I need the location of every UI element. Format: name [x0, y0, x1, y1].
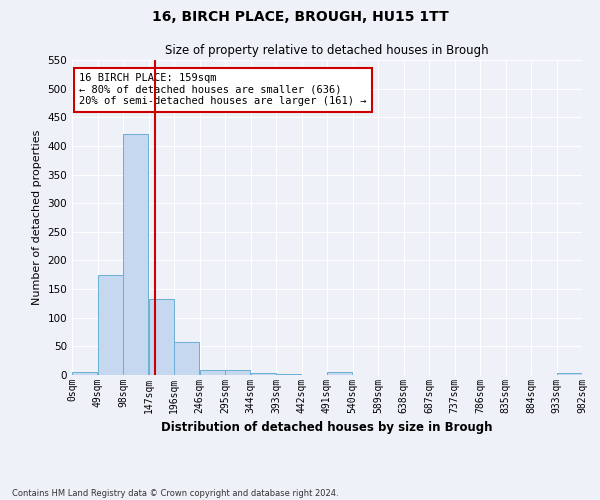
Bar [149, 299, 174, 375]
Y-axis label: Number of detached properties: Number of detached properties [32, 130, 42, 305]
Title: Size of property relative to detached houses in Brough: Size of property relative to detached ho… [165, 44, 489, 58]
X-axis label: Distribution of detached houses by size in Brough: Distribution of detached houses by size … [161, 422, 493, 434]
Text: 16, BIRCH PLACE, BROUGH, HU15 1TT: 16, BIRCH PLACE, BROUGH, HU15 1TT [152, 10, 448, 24]
Bar [225, 370, 250, 375]
Bar [251, 372, 276, 375]
Bar [98, 275, 123, 375]
Text: 16 BIRCH PLACE: 159sqm
← 80% of detached houses are smaller (636)
20% of semi-de: 16 BIRCH PLACE: 159sqm ← 80% of detached… [79, 73, 367, 106]
Bar [327, 372, 352, 375]
Bar [72, 372, 97, 375]
Bar [200, 370, 225, 375]
Bar [557, 374, 582, 375]
Bar [174, 342, 199, 375]
Bar [276, 374, 301, 375]
Bar [123, 134, 148, 375]
Text: Contains HM Land Registry data © Crown copyright and database right 2024.: Contains HM Land Registry data © Crown c… [12, 488, 338, 498]
